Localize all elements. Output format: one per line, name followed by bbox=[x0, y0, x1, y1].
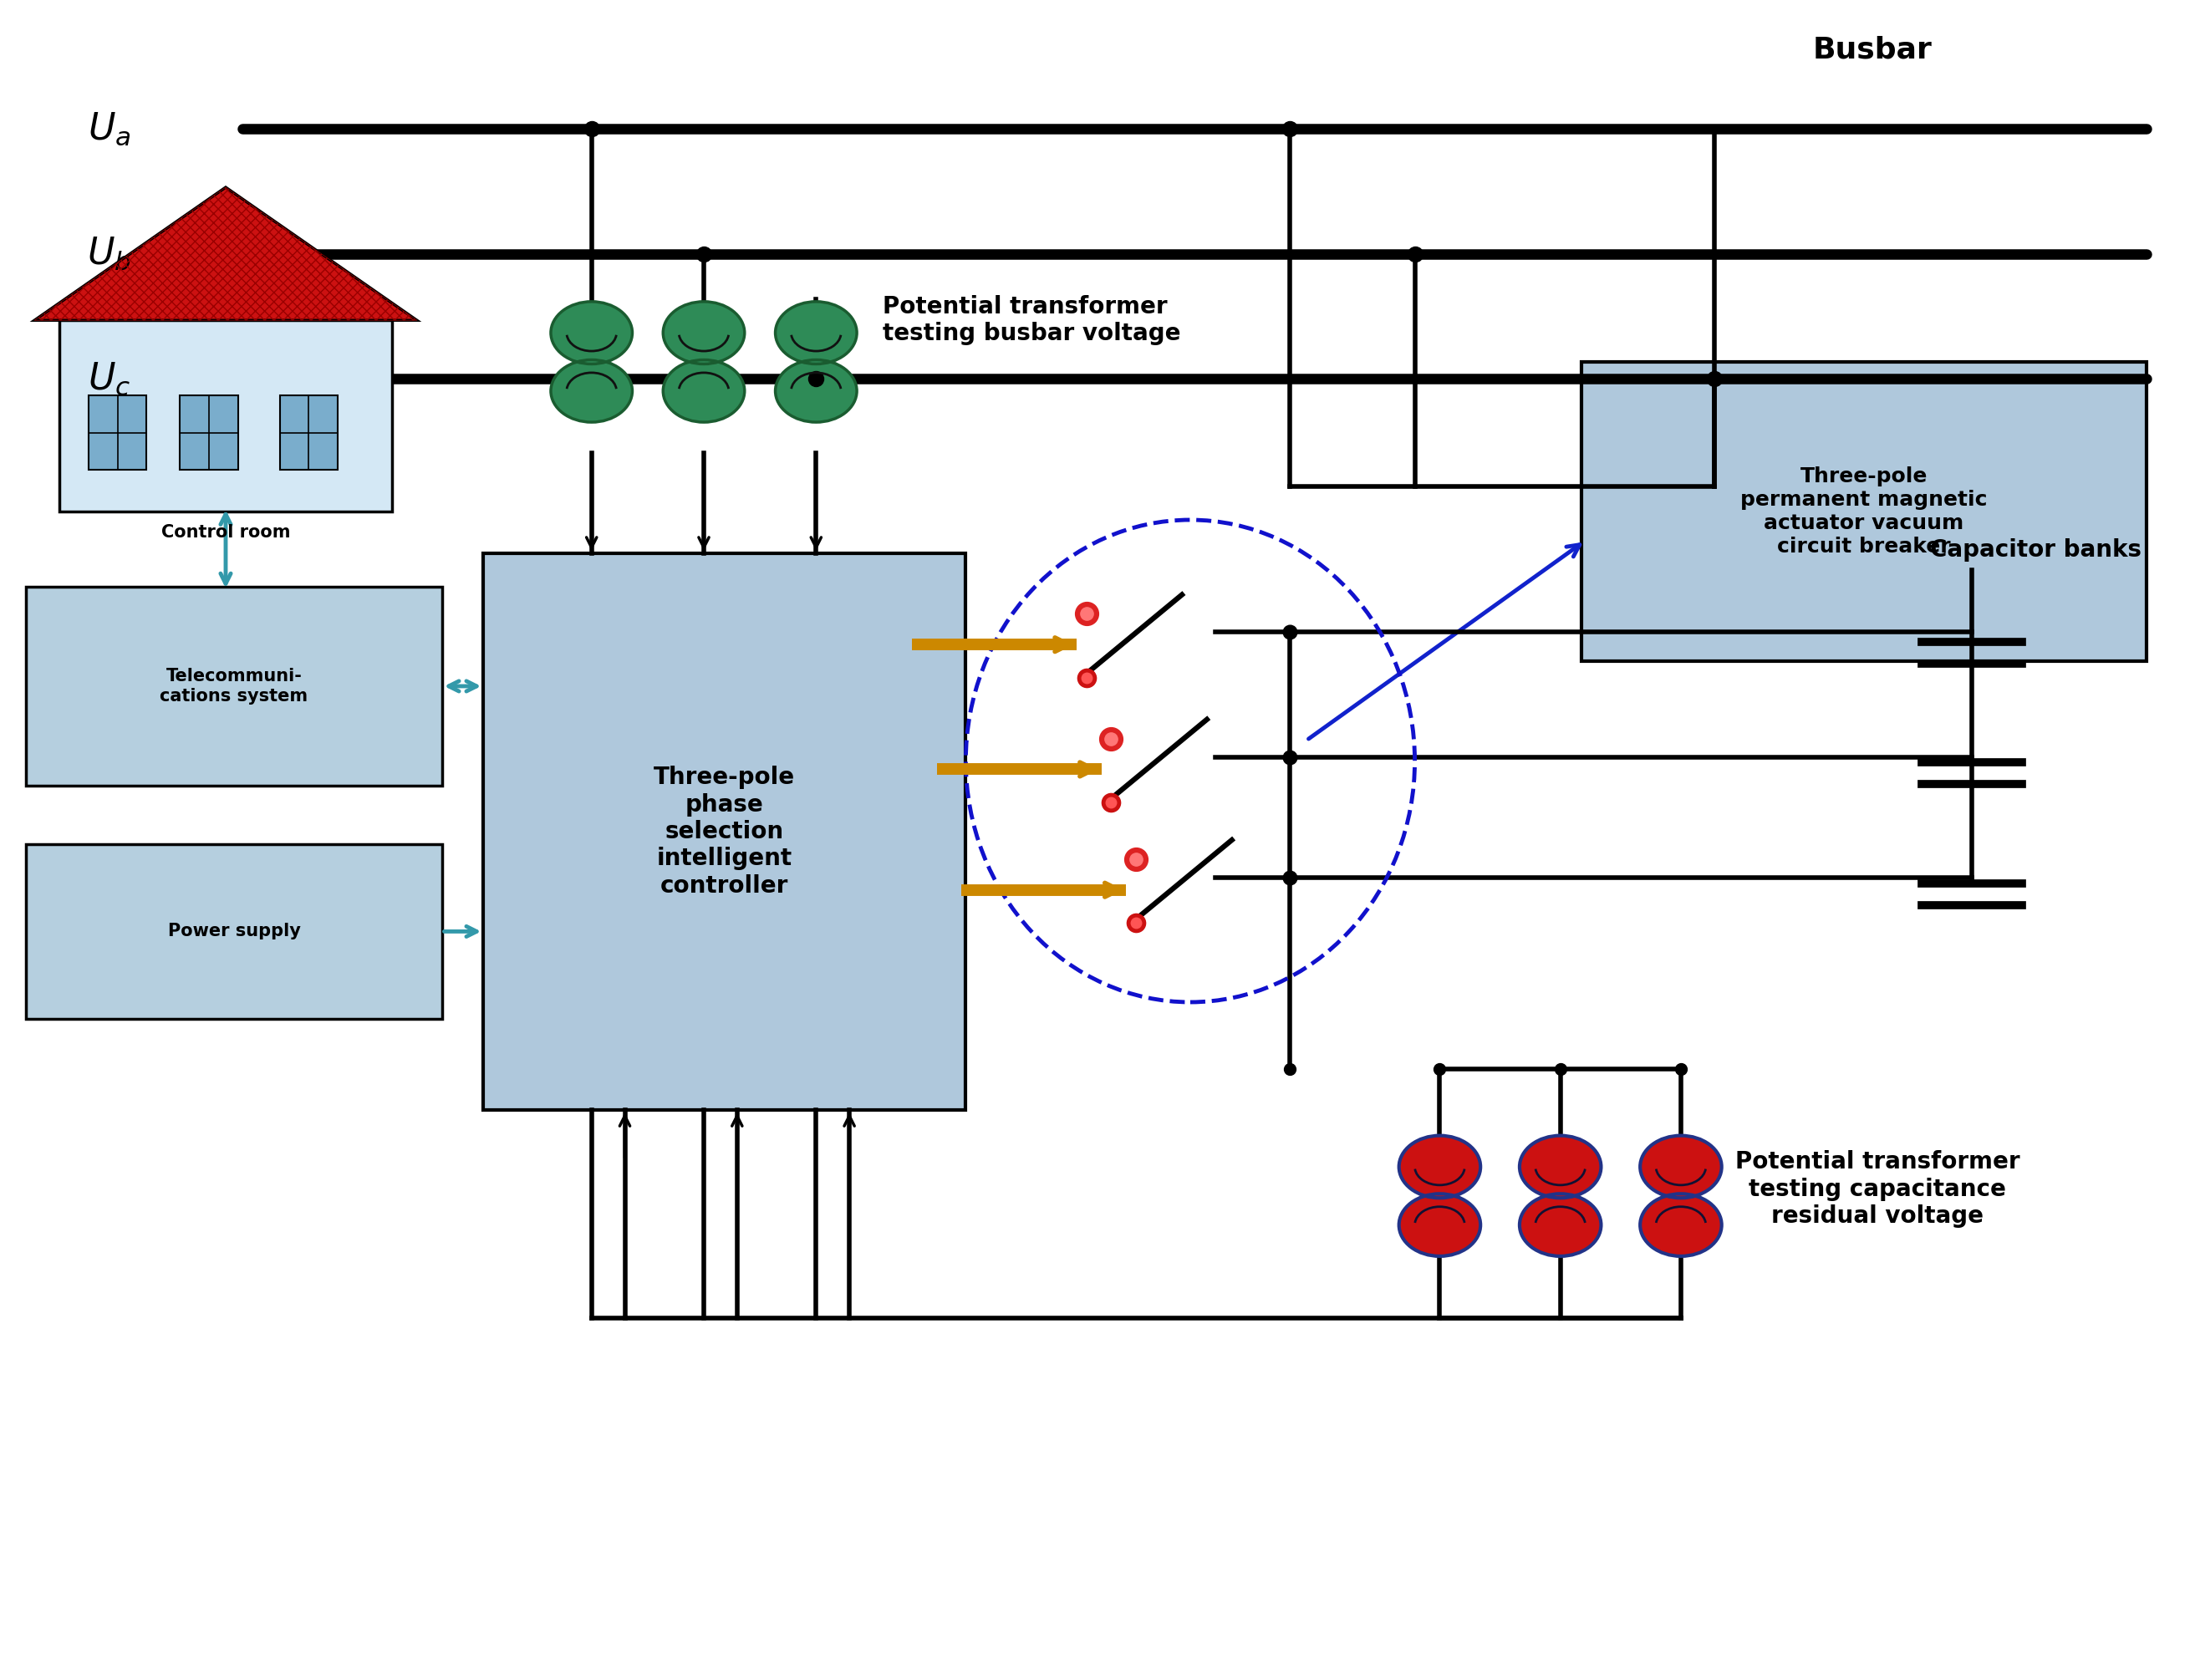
Text: $\mathit{U_c}$: $\mathit{U_c}$ bbox=[88, 360, 132, 396]
Ellipse shape bbox=[663, 360, 744, 422]
Ellipse shape bbox=[1640, 1136, 1721, 1198]
Text: Potential transformer
testing capacitance
residual voltage: Potential transformer testing capacitanc… bbox=[1734, 1151, 2019, 1228]
Text: Power supply: Power supply bbox=[167, 922, 301, 939]
Text: Capacitor banks: Capacitor banks bbox=[1929, 538, 2142, 561]
Ellipse shape bbox=[1398, 1194, 1479, 1257]
Ellipse shape bbox=[1519, 1194, 1600, 1257]
FancyBboxPatch shape bbox=[26, 586, 441, 786]
Text: $\mathit{U_b}$: $\mathit{U_b}$ bbox=[88, 235, 132, 272]
Bar bbox=[88, 395, 147, 470]
Ellipse shape bbox=[663, 302, 744, 365]
FancyBboxPatch shape bbox=[1580, 361, 2147, 662]
Bar bbox=[279, 395, 338, 470]
Polygon shape bbox=[59, 321, 393, 511]
Ellipse shape bbox=[1519, 1136, 1600, 1198]
Ellipse shape bbox=[1398, 1136, 1479, 1198]
FancyBboxPatch shape bbox=[483, 553, 966, 1110]
Text: Potential transformer
testing busbar voltage: Potential transformer testing busbar vol… bbox=[882, 296, 1181, 346]
Ellipse shape bbox=[551, 302, 632, 365]
Ellipse shape bbox=[551, 360, 632, 422]
Bar bbox=[180, 395, 237, 470]
Polygon shape bbox=[35, 186, 417, 321]
Text: Three-pole
permanent magnetic
actuator vacuum
circuit breaker: Three-pole permanent magnetic actuator v… bbox=[1741, 467, 1986, 556]
Text: Three-pole
phase
selection
intelligent
controller: Three-pole phase selection intelligent c… bbox=[654, 766, 795, 897]
Text: Control room: Control room bbox=[160, 524, 290, 541]
Text: $\mathit{U_a}$: $\mathit{U_a}$ bbox=[88, 111, 132, 148]
Ellipse shape bbox=[775, 302, 856, 365]
Text: Busbar: Busbar bbox=[1813, 35, 1932, 64]
Text: Telecommuni-
cations system: Telecommuni- cations system bbox=[160, 669, 307, 704]
FancyBboxPatch shape bbox=[26, 843, 441, 1018]
Ellipse shape bbox=[775, 360, 856, 422]
Ellipse shape bbox=[1640, 1194, 1721, 1257]
